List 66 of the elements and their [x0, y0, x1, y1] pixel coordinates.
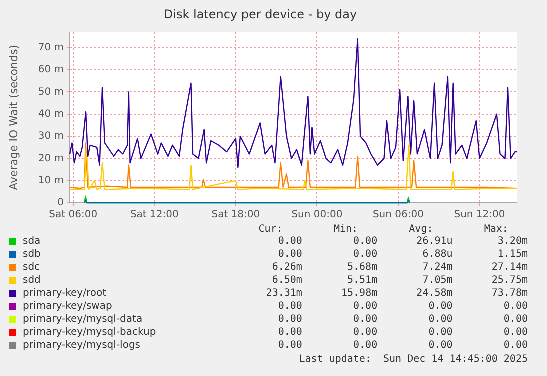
text: 0.00 [428, 339, 454, 352]
text: 0.00 [277, 248, 304, 261]
y-tick-label: 50 m [38, 86, 64, 98]
text: 0.00 [502, 326, 529, 339]
y-axis-title: Average IO Wait (seconds) [7, 45, 20, 190]
y-tick-label: 30 m [38, 131, 64, 142]
text: 27.14m [490, 261, 529, 274]
legend-label: sda [22, 235, 42, 248]
legend-label: primary-key/mysql-backup [22, 326, 158, 339]
text: 0.00 [277, 300, 304, 313]
text: Max: [483, 224, 510, 235]
text: 0.00 [277, 339, 304, 352]
text: 26.91u [416, 235, 454, 248]
text: 15.98m [340, 287, 379, 300]
text: 3.20m [496, 235, 529, 248]
text: 0.00 [428, 313, 454, 326]
text: Cur: [258, 224, 284, 235]
y-tick-label: 0 [58, 198, 64, 209]
legend-label: sdc [22, 261, 42, 274]
x-tick-label: Sun 00:00 [292, 210, 343, 221]
text: 0.00 [352, 235, 379, 248]
text: 73.78m [490, 287, 529, 300]
y-tick-label: 40 m [38, 108, 64, 120]
text: 0.00 [277, 235, 304, 248]
legend-label: primary-key/mysql-logs [22, 339, 142, 352]
chart-title: Disk latency per device - by day [164, 7, 358, 22]
text: 7.05m [422, 274, 454, 287]
text: 0.00 [277, 326, 304, 339]
x-tick-label: Sun 06:00 [372, 210, 424, 221]
text: 0.00 [502, 300, 529, 313]
text: 24.58m [416, 287, 454, 300]
text: 6.88u [422, 248, 454, 261]
text: 6.26m [271, 261, 304, 274]
legend-label: primary-key/root [22, 287, 108, 300]
text: 5.68m [346, 261, 379, 274]
text: 5.51m [346, 274, 379, 287]
legend-label: primary-key/mysql-data [22, 313, 144, 326]
text: 6.50m [271, 274, 304, 287]
text: 0.00 [428, 326, 454, 339]
text: 0.00 [352, 300, 379, 313]
text: 0.00 [428, 300, 454, 313]
y-tick-label: 10 m [38, 175, 64, 186]
x-tick-label: Sun 12:00 [454, 210, 506, 221]
legend-label: sdd [22, 274, 42, 287]
legend-label: primary-key/swap [22, 300, 114, 313]
x-tick-label: Sat 18:00 [212, 210, 260, 221]
text: 0.00 [352, 326, 379, 339]
text: 0.00 [502, 339, 529, 352]
text: 7.24m [422, 261, 454, 274]
text: Min: [332, 224, 360, 235]
x-tick-label: Sat 06:00 [49, 210, 98, 221]
text: Last update: Sun Dec 14 14:45:00 2025 [298, 353, 529, 365]
y-tick-label: 60 m [38, 64, 64, 76]
y-tick-label: 20 m [38, 153, 64, 164]
text: 23.31m [265, 287, 304, 300]
text: 0.00 [352, 339, 379, 352]
legend-label: sdb [22, 248, 42, 261]
y-tick-label: 70 m [38, 42, 64, 54]
text: 0.00 [277, 313, 304, 326]
text: 25.75m [490, 274, 529, 287]
x-tick-label: Sat 12:00 [130, 210, 179, 221]
text: 0.00 [352, 248, 379, 261]
text: 0.00 [352, 313, 379, 326]
text: 1.15m [496, 248, 529, 261]
text: 0.00 [502, 313, 529, 326]
text: Avg: [408, 224, 434, 235]
